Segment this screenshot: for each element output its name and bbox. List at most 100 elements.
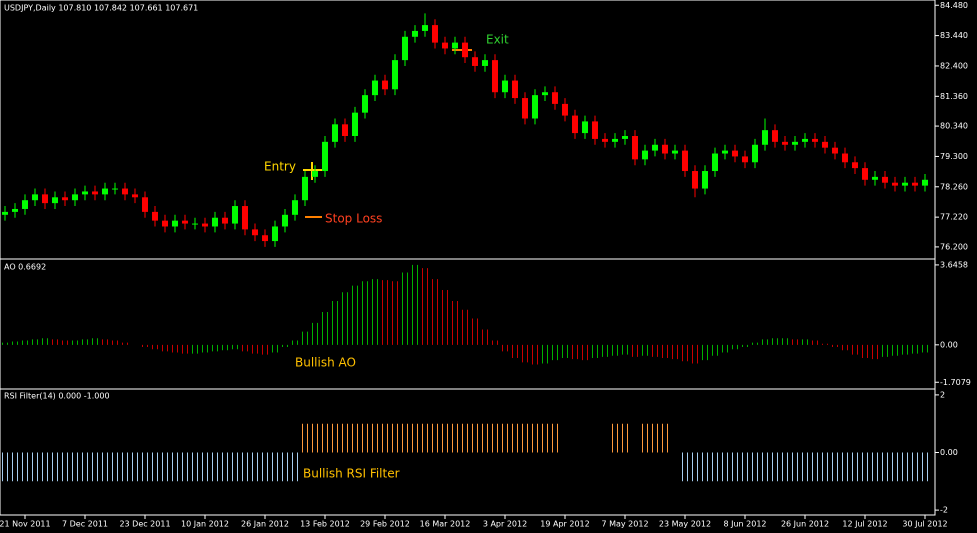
y-tick-label: 79.300 <box>940 152 968 161</box>
candle-body <box>532 95 538 119</box>
candle-body <box>392 60 398 90</box>
x-tick-label: 7 May 2012 <box>601 520 648 529</box>
candle-body <box>792 141 798 145</box>
candle-body <box>732 150 738 157</box>
candle-body <box>652 144 658 151</box>
x-tick-label: 26 Jan 2012 <box>241 520 289 529</box>
x-tick-label: 29 Feb 2012 <box>360 520 410 529</box>
x-tick-label: 23 Dec 2011 <box>119 520 170 529</box>
candle-body <box>842 153 848 163</box>
candle-body <box>302 176 308 201</box>
candle-body <box>672 150 678 154</box>
candle-body <box>212 217 218 227</box>
candle-body <box>152 211 158 221</box>
candle-body <box>702 171 708 189</box>
x-tick-label: 13 Feb 2012 <box>300 520 350 529</box>
y-tick-label: 3.6458 <box>940 260 968 269</box>
candle-body <box>282 214 288 227</box>
y-tick-label: 83.440 <box>940 31 968 40</box>
candle-body <box>272 226 278 242</box>
stop-loss-label: Stop Loss <box>325 212 382 226</box>
candle-body <box>72 194 78 201</box>
candle-body <box>112 188 118 190</box>
x-tick-label: 10 Jan 2012 <box>181 520 229 529</box>
candle-body <box>752 144 758 163</box>
rsi-label: Bullish RSI Filter <box>303 467 400 481</box>
candle-body <box>502 80 508 93</box>
candle-body <box>222 217 228 224</box>
y-tick-label: -2 <box>940 506 948 515</box>
candle-body <box>822 141 828 148</box>
candle-body <box>642 150 648 160</box>
candle-body <box>462 42 468 58</box>
candle-body <box>852 162 858 169</box>
candle-body <box>432 25 438 43</box>
candle-body <box>892 182 898 186</box>
candle-body <box>552 92 558 104</box>
candle-body <box>372 80 378 96</box>
rsi-title: RSI Filter(14) 0.000 -1.000 <box>4 392 110 401</box>
candle-body <box>592 121 598 139</box>
candle-body <box>412 30 418 37</box>
candle-body <box>622 136 628 139</box>
y-tick-label: 78.260 <box>940 182 968 191</box>
candle-body <box>332 124 338 142</box>
candle-body <box>12 208 18 212</box>
candle-body <box>722 150 728 154</box>
y-tick-label: 81.360 <box>940 92 968 101</box>
candle-body <box>712 153 718 172</box>
candle-body <box>192 223 198 225</box>
x-tick-label: 23 May 2012 <box>659 520 711 529</box>
y-tick-label: 82.400 <box>940 61 968 70</box>
candle-body <box>62 197 68 201</box>
candle-body <box>632 136 638 160</box>
candle-body <box>42 194 48 204</box>
y-tick-label: 84.480 <box>940 1 968 10</box>
candle-body <box>242 206 248 230</box>
y-tick-label: 76.200 <box>940 242 968 251</box>
candle-body <box>662 144 668 154</box>
candle-body <box>602 138 608 142</box>
candle-body <box>772 130 778 142</box>
main-title: USDJPY,Daily 107.810 107.842 107.661 107… <box>4 4 198 13</box>
candle-body <box>102 188 108 195</box>
candle-body <box>542 92 548 96</box>
candle-body <box>182 220 188 224</box>
x-tick-label: 7 Dec 2011 <box>62 520 108 529</box>
x-tick-label: 19 Apr 2012 <box>540 520 589 529</box>
x-tick-label: 3 Apr 2012 <box>483 520 527 529</box>
y-tick-label: 0.00 <box>940 340 958 349</box>
candle-body <box>172 220 178 227</box>
ao-label: Bullish AO <box>295 356 356 370</box>
candle-body <box>452 42 458 49</box>
exit-label: Exit <box>486 33 509 47</box>
candle-body <box>262 235 268 242</box>
candle-body <box>82 191 88 195</box>
candle-body <box>612 138 618 142</box>
candle-body <box>742 156 748 163</box>
candle-body <box>832 147 838 154</box>
candle-body <box>682 150 688 172</box>
candle-body <box>862 168 868 180</box>
x-tick-label: 8 Jun 2012 <box>723 520 766 529</box>
candle-body <box>292 200 298 215</box>
candle-body <box>692 171 698 189</box>
candle-body <box>352 112 358 137</box>
candle-body <box>812 138 818 142</box>
candle-body <box>762 130 768 145</box>
candle-body <box>512 80 518 99</box>
candle-body <box>2 211 8 215</box>
candle-body <box>22 200 28 209</box>
x-tick-label: 21 Nov 2011 <box>0 520 51 529</box>
candle-body <box>382 80 388 90</box>
candle-body <box>312 171 318 177</box>
candle-body <box>202 223 208 227</box>
x-tick-label: 16 Mar 2012 <box>420 520 471 529</box>
y-tick-label: 2 <box>940 390 945 399</box>
candle-body <box>782 141 788 145</box>
candle-body <box>912 182 918 186</box>
candle-body <box>32 194 38 201</box>
candle-body <box>802 138 808 142</box>
candle-body <box>442 42 448 49</box>
candle-body <box>122 188 128 195</box>
